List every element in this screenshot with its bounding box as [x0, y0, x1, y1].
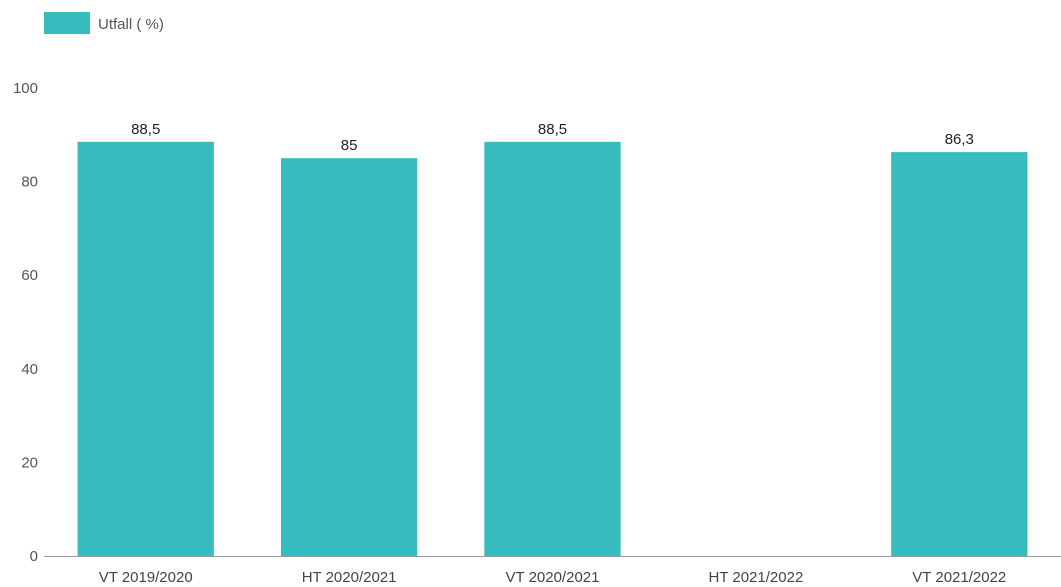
legend-swatch	[44, 12, 90, 34]
bar-value-label: 85	[341, 137, 358, 154]
data-labels: 88,5 85 88,5 86,3	[131, 121, 974, 154]
bar-value-label: 88,5	[538, 121, 567, 138]
y-tick-label: 80	[21, 174, 38, 191]
y-tick-label: 100	[13, 80, 38, 97]
x-tick-label: HT 2020/2021	[302, 569, 397, 586]
legend: Utfall ( %)	[44, 12, 164, 34]
bar	[891, 152, 1028, 556]
x-tick-label: VT 2020/2021	[506, 569, 600, 586]
x-axis-labels: VT 2019/2020 HT 2020/2021 VT 2020/2021 HT 2…	[99, 569, 1007, 586]
y-tick-label: 60	[21, 267, 38, 284]
y-tick-label: 40	[21, 361, 38, 378]
bars	[77, 141, 1028, 556]
bar	[484, 141, 621, 556]
x-tick-label: VT 2019/2020	[99, 569, 193, 586]
bar	[280, 158, 418, 556]
y-tick-label: 20	[21, 454, 38, 471]
bar-value-label: 86,3	[945, 131, 974, 148]
legend-label: Utfall ( %)	[98, 16, 164, 33]
y-axis-ticks: 0 20 40 60 80 100	[13, 80, 38, 565]
y-tick-label: 0	[30, 548, 38, 565]
bar-value-label: 88,5	[131, 121, 160, 138]
x-tick-label: VT 2021/2022	[912, 569, 1006, 586]
x-tick-label: HT 2021/2022	[708, 569, 803, 586]
bar	[77, 141, 214, 556]
